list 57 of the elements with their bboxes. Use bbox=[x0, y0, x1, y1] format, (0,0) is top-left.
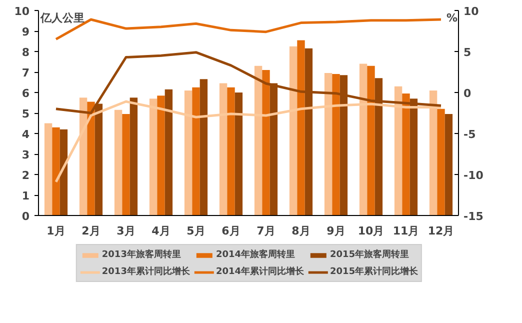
x-tick-label: 11月 bbox=[392, 224, 420, 238]
y-tick-label: 0 bbox=[22, 210, 30, 223]
bar bbox=[234, 92, 243, 216]
x-tick-label: 7月 bbox=[256, 224, 276, 238]
y-tick-label: 10 bbox=[14, 5, 30, 18]
bar bbox=[200, 79, 208, 216]
x-tick-label: 4月 bbox=[152, 224, 170, 238]
bar bbox=[130, 98, 138, 216]
y-tick-label: 4 bbox=[22, 128, 30, 141]
y2-tick-label: -10 bbox=[464, 169, 484, 182]
bar bbox=[87, 102, 95, 216]
y2-tick-label: 10 bbox=[464, 5, 480, 18]
y2-axis-title: % bbox=[446, 12, 458, 24]
legend-label: 2013年累计同比增长 bbox=[102, 265, 190, 278]
bar bbox=[122, 114, 130, 216]
bar bbox=[52, 127, 60, 216]
bar bbox=[114, 110, 122, 216]
bar bbox=[164, 89, 173, 216]
y2-tick-label: 0 bbox=[464, 87, 472, 100]
x-tick-label: 2月 bbox=[82, 224, 100, 238]
x-tick-label: 12月 bbox=[428, 224, 454, 238]
y-tick-label: 5 bbox=[22, 108, 30, 120]
x-tick-label: 9月 bbox=[326, 224, 346, 238]
bar bbox=[60, 129, 68, 216]
legend-label: 2013年旅客周转里 bbox=[102, 248, 181, 261]
y-tick-label: 8 bbox=[22, 46, 30, 59]
bar bbox=[444, 114, 453, 216]
x-tick-label: 6月 bbox=[222, 224, 240, 238]
bar bbox=[157, 96, 165, 216]
y2-tick-label: -5 bbox=[464, 128, 476, 141]
y2-tick-label: -15 bbox=[464, 210, 484, 223]
y2-tick-label: 5 bbox=[464, 46, 472, 59]
y-tick-label: 7 bbox=[22, 66, 30, 80]
bar bbox=[332, 74, 340, 216]
legend-label: 2015年旅客周转里 bbox=[330, 248, 410, 261]
legend-label: 2014年累计同比增长 bbox=[216, 265, 304, 278]
bar bbox=[262, 70, 270, 216]
legend-label: 2014年旅客周转里 bbox=[216, 248, 296, 261]
bar bbox=[402, 94, 410, 216]
y-axis-title: 亿人公里 bbox=[39, 12, 84, 24]
x-tick-label: 3月 bbox=[116, 224, 136, 238]
y-tick-label: 6 bbox=[22, 87, 30, 100]
y-tick-label: 1 bbox=[22, 190, 30, 202]
bar bbox=[297, 40, 305, 216]
x-tick-label: 8月 bbox=[292, 224, 310, 238]
y-tick-label: 3 bbox=[22, 148, 30, 162]
bar bbox=[227, 87, 235, 216]
y-tick-label: 2 bbox=[22, 169, 30, 182]
bar bbox=[437, 108, 445, 216]
y-tick-label: 9 bbox=[22, 26, 30, 38]
bar bbox=[367, 66, 375, 216]
x-tick-label: 5月 bbox=[186, 224, 206, 238]
bar bbox=[44, 123, 52, 216]
legend-label: 2015年累计同比增长 bbox=[330, 265, 418, 278]
x-tick-label: 1月 bbox=[46, 224, 66, 238]
x-tick-label: 10月 bbox=[358, 224, 384, 238]
bar bbox=[192, 87, 200, 216]
